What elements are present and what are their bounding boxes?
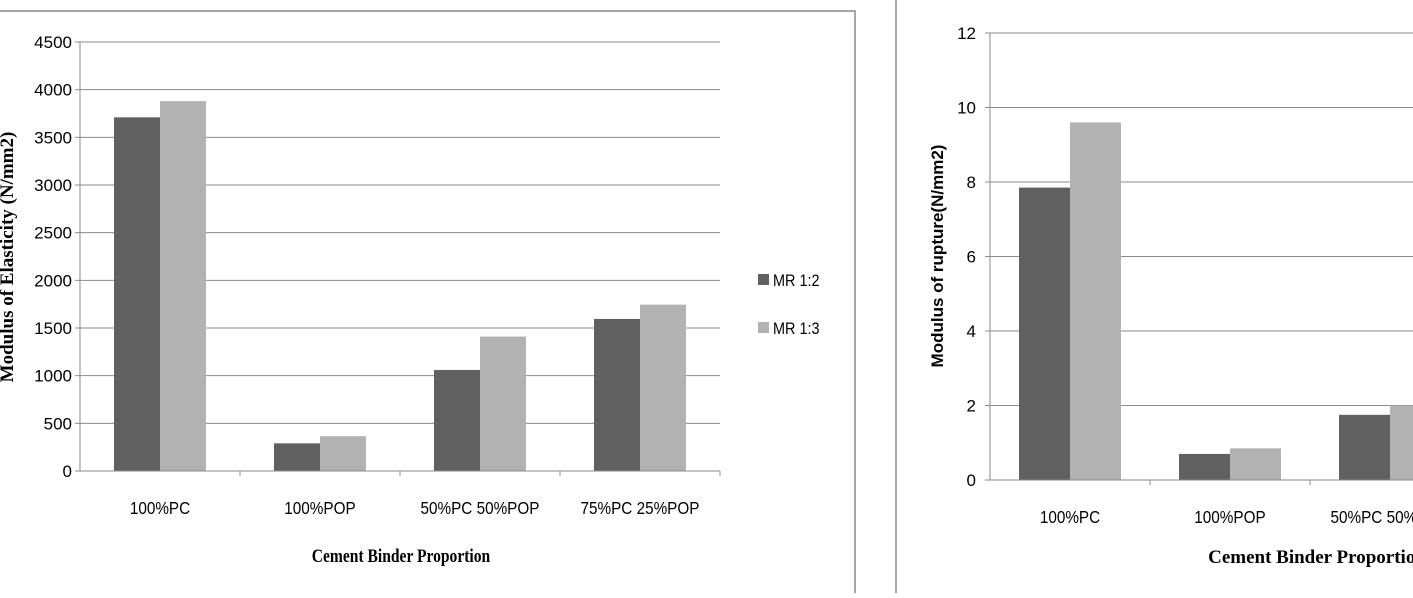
legend-label: MR 1:3 xyxy=(773,320,820,338)
x-tick-label: 75%PC 25%POP xyxy=(581,498,700,518)
y-tick-label: 3000 xyxy=(34,176,72,195)
chart-2-y-axis-label: Modulus of rupture(N/mm2) xyxy=(928,145,947,368)
chart-2: 0 2 4 6 8 10 12 100%PC 100%POP 50%PC 50%POP xyxy=(957,24,1413,527)
bar-mr-1-3 xyxy=(1070,122,1121,481)
chart-2-x-axis-label: Cement Binder Proportion xyxy=(1208,547,1413,568)
chart-1-x-axis-label: Cement Binder Proportion xyxy=(312,546,491,567)
x-tick-label: 100%PC xyxy=(1040,507,1100,527)
bar-mr-1-3 xyxy=(640,304,686,471)
chart-2-frame xyxy=(895,0,1413,598)
bar-mr-1-3 xyxy=(160,101,206,472)
y-tick-label: 0 xyxy=(63,462,72,481)
bar-mr-1-2 xyxy=(114,117,160,472)
y-tick-label: 3500 xyxy=(34,128,72,147)
legend-label: MR 1:2 xyxy=(773,272,820,290)
y-tick-label: 2000 xyxy=(34,271,72,290)
y-tick-label: 4000 xyxy=(34,81,72,100)
y-tick-label: 0 xyxy=(967,471,976,490)
x-tick-label: 100%PC xyxy=(130,498,190,518)
bar-mr-1-3 xyxy=(480,336,526,471)
bar-mr-1-2 xyxy=(594,318,640,471)
y-tick-label: 2 xyxy=(967,397,976,416)
bar-mr-1-2 xyxy=(1179,453,1230,480)
bar-mr-1-2 xyxy=(1019,187,1070,480)
x-tick-label: 50%PC 50%POP xyxy=(421,498,540,518)
legend-swatch xyxy=(758,274,769,285)
y-tick-label: 10 xyxy=(957,99,976,118)
bar-mr-1-2 xyxy=(1339,414,1390,480)
y-tick-label: 8 xyxy=(967,173,976,192)
legend-swatch xyxy=(758,322,769,333)
y-tick-label: 4 xyxy=(967,322,976,341)
bar-mr-1-2 xyxy=(434,369,480,471)
y-tick-label: 4500 xyxy=(34,33,72,52)
chart-1-y-axis-label: Modulus of Elasticity (N/mm2) xyxy=(0,132,18,383)
y-tick-label: 500 xyxy=(44,414,72,433)
y-tick-label: 1000 xyxy=(34,367,72,386)
y-tick-label: 2500 xyxy=(34,224,72,243)
x-tick-label: 100%POP xyxy=(1194,507,1265,527)
y-tick-label: 12 xyxy=(957,24,976,43)
chart-1: 0 500 1000 1500 2000 2500 3000 3500 4000 4500 100%… xyxy=(34,33,820,518)
bar-mr-1-3 xyxy=(320,436,366,471)
bar-mr-1-2 xyxy=(274,443,320,471)
y-tick-label: 6 xyxy=(967,248,976,267)
y-tick-label: 1500 xyxy=(34,319,72,338)
bar-mr-1-3 xyxy=(1390,405,1413,480)
x-tick-label: 100%POP xyxy=(284,498,355,518)
bar-mr-1-3 xyxy=(1230,448,1281,480)
x-tick-label: 50%PC 50%POP xyxy=(1331,507,1413,527)
